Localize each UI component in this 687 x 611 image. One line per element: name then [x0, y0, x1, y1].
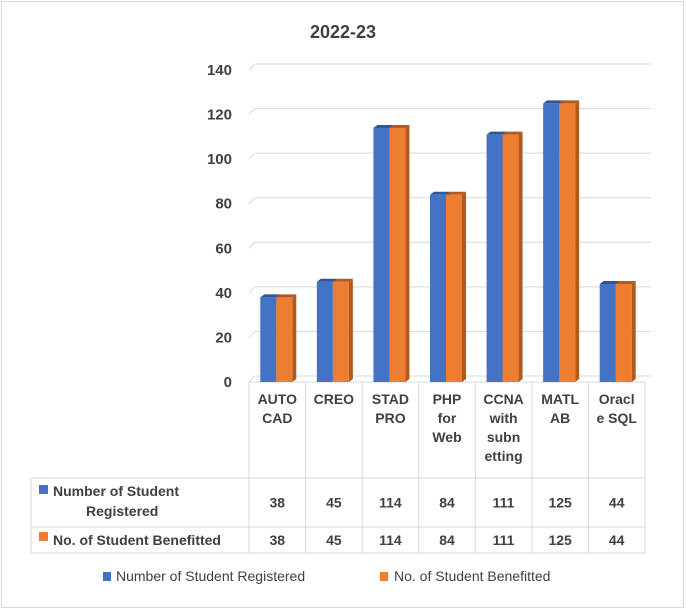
table-cell-value: 125 [548, 532, 572, 548]
bar-side [575, 100, 580, 382]
bar [502, 134, 519, 382]
y-axis: 0 20 40 60 80 100 120 140 [207, 62, 232, 391]
bar-top [502, 131, 523, 135]
gridline-depth [248, 331, 256, 338]
bar [332, 281, 349, 382]
table-cell-value: 84 [439, 495, 455, 511]
table-row-label: No. of Student Benefitted [53, 532, 221, 548]
table-cell-value: 111 [493, 532, 515, 548]
y-tick-label: 0 [224, 374, 232, 391]
table-cell-value: 114 [379, 532, 402, 548]
gridline-depth [248, 286, 256, 294]
bar-side [405, 124, 410, 382]
y-tick-label: 20 [215, 329, 232, 346]
bar-top [389, 124, 410, 128]
table-cell-value: 111 [493, 495, 515, 511]
bar-side [348, 278, 353, 382]
y-tick-label: 140 [207, 62, 232, 79]
table-cell-value: 38 [269, 532, 285, 548]
bar-top [276, 294, 297, 298]
bar-top [615, 280, 636, 284]
category-label: Oracl e SQL [596, 391, 637, 426]
bar-top [316, 278, 337, 282]
legend: Number of Student Registered No. of Stude… [103, 568, 550, 584]
table-cell-value: 38 [269, 495, 285, 511]
category-label: AUTO CAD [258, 391, 298, 426]
category-label: MATL AB [541, 391, 579, 426]
gridline-depth [248, 197, 256, 205]
bar-side [518, 131, 523, 382]
gridline-depth [248, 108, 256, 115]
bar-top [543, 100, 564, 104]
table-cell-value: 44 [609, 532, 625, 548]
legend-label: No. of Student Benefitted [394, 568, 550, 584]
legend-label: Number of Student Registered [116, 568, 305, 584]
y-tick-label: 60 [215, 240, 232, 257]
table-cell-value: 44 [609, 495, 625, 511]
bar [389, 127, 406, 382]
table-legend-key [39, 485, 48, 494]
gridline-depth [248, 241, 256, 249]
bar [615, 283, 632, 382]
y-tick-label: 100 [207, 151, 232, 168]
table-cell-value: 45 [326, 495, 342, 511]
bar-top [373, 124, 394, 128]
bar [543, 103, 560, 382]
table-cell-value: 45 [326, 532, 342, 548]
category-label: CCNA with subn etting [483, 391, 523, 464]
bar-side [292, 294, 297, 382]
table-legend-key [39, 532, 48, 541]
bar-side [631, 280, 636, 382]
bar [486, 134, 503, 382]
legend-key [103, 572, 111, 581]
table-row-label: Number of Student Registered [53, 483, 179, 519]
bar [373, 127, 390, 382]
table-cell-value: 114 [379, 495, 402, 511]
bar-top [260, 294, 281, 298]
bar-side [462, 191, 466, 382]
legend-key [380, 572, 388, 581]
bar [316, 281, 333, 382]
bar [430, 194, 446, 382]
bars [260, 100, 636, 382]
category-label: STAD PRO [372, 391, 409, 426]
bar-top [446, 191, 466, 195]
chart-title: 2022-23 [310, 22, 376, 42]
bar-top [486, 131, 507, 135]
table-cell-value: 125 [548, 495, 572, 511]
category-label: CREO [314, 391, 355, 407]
bar-top [599, 280, 620, 284]
y-tick-label: 80 [215, 196, 232, 213]
bar [260, 297, 277, 382]
bar [276, 297, 293, 382]
table-cell-value: 84 [439, 532, 455, 548]
gridline-depth [248, 375, 256, 383]
bar [559, 103, 576, 382]
gridline-depth [248, 63, 256, 71]
gridline-depth [248, 152, 256, 160]
y-tick-label: 40 [215, 285, 232, 302]
y-tick-label: 120 [207, 107, 232, 124]
bar [599, 283, 616, 382]
bar-top [430, 191, 450, 195]
category-label: PHP for Web [432, 391, 461, 445]
data-table: AUTO CAD CREO STAD PRO PHP for Web CCNA with subn e… [30, 382, 646, 554]
bar-top [559, 100, 580, 104]
bar-top [332, 278, 353, 282]
bar [446, 194, 462, 382]
